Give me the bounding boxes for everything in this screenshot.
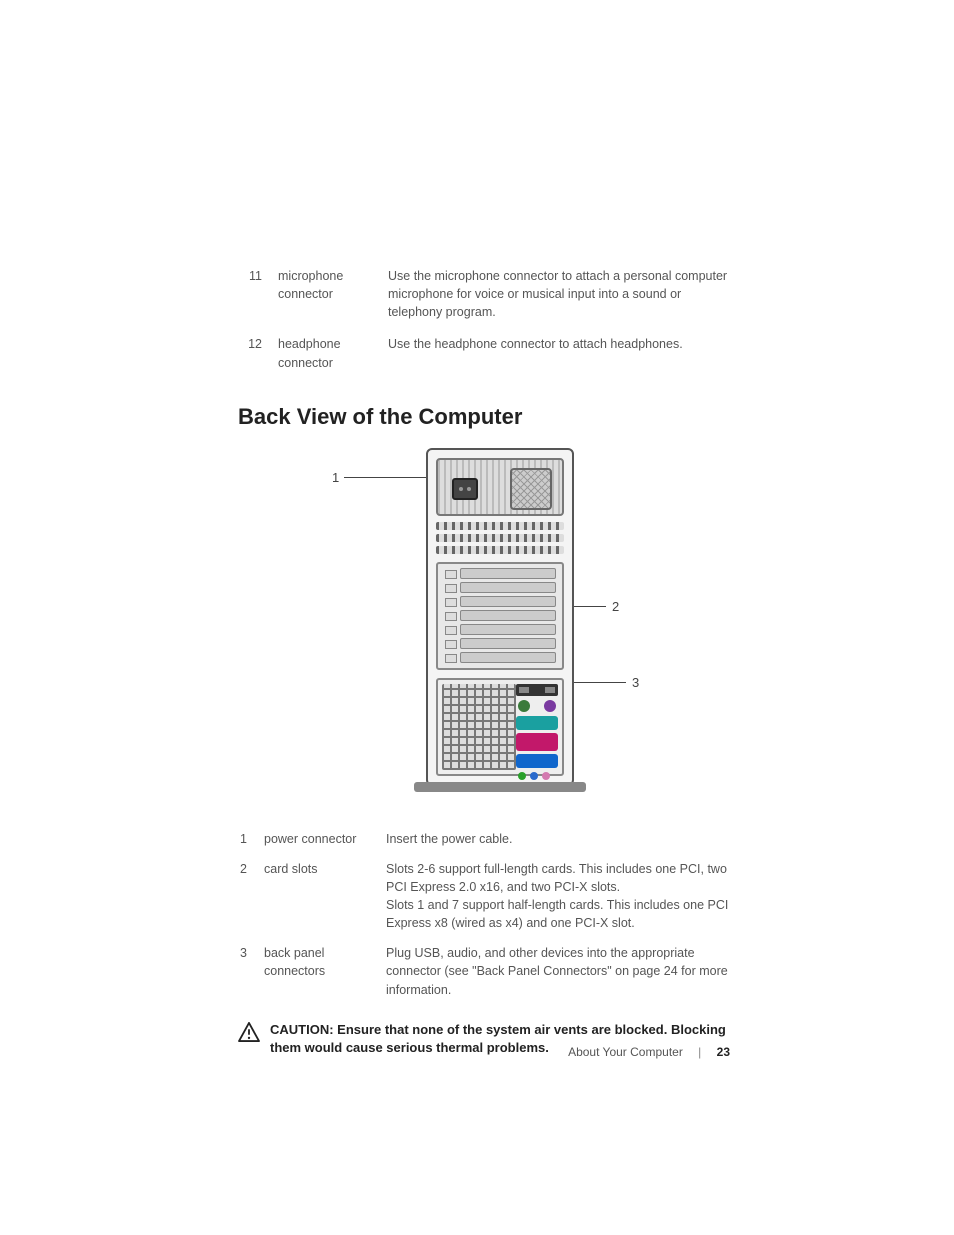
card-slot	[460, 582, 556, 593]
card-slot	[460, 638, 556, 649]
row-number: 12	[240, 335, 276, 383]
table-row: 3 back panel connectors Plug USB, audio,…	[240, 944, 736, 1008]
row-number: 1	[240, 830, 262, 858]
card-slot	[460, 596, 556, 607]
back-view-diagram: 1 2 3	[238, 448, 738, 808]
row-number: 11	[240, 267, 276, 333]
row-name: headphone connector	[278, 335, 386, 383]
back-view-legend-table: 1 power connector Insert the power cable…	[238, 828, 738, 1011]
leader-line	[344, 477, 438, 478]
power-inlet-icon	[452, 478, 478, 500]
row-name: card slots	[264, 860, 384, 943]
row-number: 3	[240, 944, 262, 1008]
callout-number: 3	[632, 675, 639, 690]
psu-block	[436, 458, 564, 516]
vent-strip	[436, 534, 564, 542]
row-desc: Use the microphone connector to attach a…	[388, 267, 736, 333]
fan-grill-icon	[510, 468, 552, 510]
callout-number: 1	[332, 470, 339, 485]
section-heading: Back View of the Computer	[238, 404, 738, 430]
footer-separator: |	[698, 1045, 701, 1059]
caution-label: CAUTION:	[270, 1022, 334, 1037]
vent-strip	[436, 522, 564, 530]
card-slot	[460, 624, 556, 635]
usb-ports-icon	[516, 684, 558, 696]
audio-jacks-icon	[516, 771, 558, 781]
card-slot	[460, 610, 556, 621]
parallel-port-icon	[516, 733, 558, 751]
card-slot	[460, 568, 556, 579]
row-number: 2	[240, 860, 262, 943]
serial-port-icon	[516, 716, 558, 730]
row-desc: Insert the power cable.	[386, 830, 736, 858]
card-slot-section	[436, 562, 564, 670]
table-row: 12 headphone connector Use the headphone…	[240, 335, 736, 383]
computer-tower-outline	[426, 448, 574, 786]
connector-table-continued: 11 microphone connector Use the micropho…	[238, 265, 738, 386]
vent-strip	[436, 546, 564, 554]
warning-triangle-icon	[238, 1022, 260, 1042]
leader-line	[570, 682, 626, 683]
row-name: back panel connectors	[264, 944, 384, 1008]
row-name: microphone connector	[278, 267, 386, 333]
table-row: 11 microphone connector Use the micropho…	[240, 267, 736, 333]
vga-port-icon	[516, 754, 558, 768]
row-desc: Use the headphone connector to attach he…	[388, 335, 736, 383]
card-slot	[460, 652, 556, 663]
ps2-ports-icon	[516, 699, 558, 713]
page-footer: About Your Computer | 23	[568, 1045, 730, 1059]
row-desc: Plug USB, audio, and other devices into …	[386, 944, 736, 1008]
table-row: 2 card slots Slots 2-6 support full-leng…	[240, 860, 736, 943]
table-row: 1 power connector Insert the power cable…	[240, 830, 736, 858]
page-number: 23	[717, 1045, 730, 1059]
row-desc: Slots 2-6 support full-length cards. Thi…	[386, 860, 736, 943]
back-panel-ports	[516, 684, 558, 770]
row-name: power connector	[264, 830, 384, 858]
callout-number: 2	[612, 599, 619, 614]
vent-grid	[442, 684, 516, 770]
footer-section: About Your Computer	[568, 1045, 683, 1059]
io-section	[436, 678, 564, 776]
